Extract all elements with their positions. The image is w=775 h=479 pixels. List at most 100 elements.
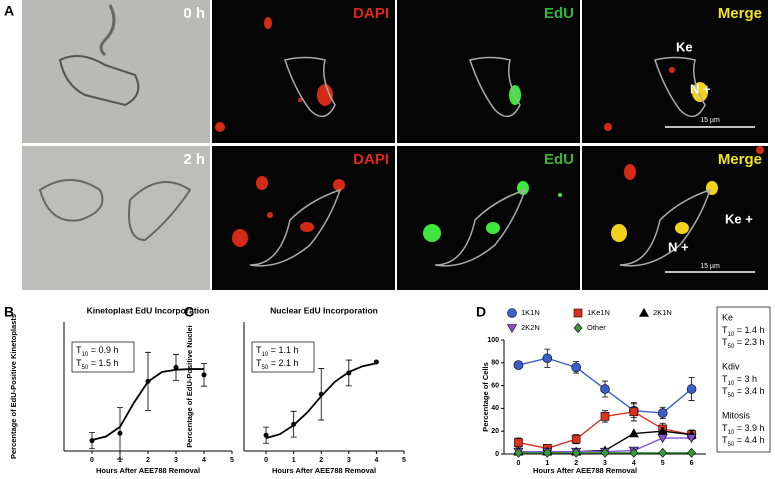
brightfield-image xyxy=(22,146,210,290)
marker xyxy=(658,447,668,458)
x-axis-label: Hours After AEE788 Removal xyxy=(272,466,376,475)
chart: C Nuclear EdU Incorporation Hours After AE… xyxy=(184,304,406,475)
x-tick-label: 2 xyxy=(574,460,578,467)
merge-label: N + xyxy=(690,81,711,96)
marker xyxy=(686,434,697,444)
symbol: T xyxy=(722,374,728,384)
panel-label: D xyxy=(476,304,486,320)
subscript: 50 xyxy=(82,365,89,371)
marker xyxy=(686,384,697,394)
x-tick-label: 5 xyxy=(402,457,406,464)
marker xyxy=(201,372,207,378)
marker xyxy=(600,447,610,458)
annotation-text: = 2.3 h xyxy=(734,337,764,347)
x-tick-label: 3 xyxy=(174,457,178,464)
marker xyxy=(571,434,581,444)
legend-label: 1Ke1N xyxy=(587,308,610,317)
annotation-text: = 1.5 h xyxy=(88,358,118,368)
subscript: 10 xyxy=(728,332,735,338)
marker xyxy=(571,447,581,458)
marker xyxy=(173,364,179,370)
marker xyxy=(628,428,639,438)
symbol: T xyxy=(722,435,728,445)
panel-label: C xyxy=(184,304,194,320)
annotation: T10 = 1.1 h xyxy=(256,345,298,357)
marker xyxy=(600,384,610,394)
x-axis-label: Hours After AEE788 Removal xyxy=(96,466,200,475)
y-tick-label: 40 xyxy=(491,405,499,412)
cell xyxy=(99,4,116,57)
annotation-box xyxy=(71,341,135,373)
symbol: T xyxy=(722,325,728,335)
symbol: T xyxy=(722,386,728,396)
channel-label: EdU xyxy=(544,5,574,22)
marker xyxy=(600,412,610,421)
y-tick-label: 100 xyxy=(487,337,499,344)
x-tick-label: 2 xyxy=(146,457,150,464)
annotation: T10 = 1.4 h xyxy=(722,325,764,337)
subscript: 10 xyxy=(82,352,89,358)
side-box xyxy=(716,306,771,453)
subscript: 50 xyxy=(728,393,735,399)
x-tick-label: 0 xyxy=(516,460,520,467)
scale-label: 15 µm xyxy=(700,117,720,124)
x-tick-label: 5 xyxy=(230,457,234,464)
symbol: T xyxy=(76,345,82,355)
subscript: 10 xyxy=(728,430,735,436)
y-axis-label: Percentage of Cells xyxy=(481,362,490,432)
chart: B Kinetoplast EdU Incorporation Hours Afte… xyxy=(4,304,234,475)
y-tick-label: 80 xyxy=(491,360,499,367)
marker xyxy=(373,359,379,365)
marker xyxy=(657,434,668,444)
side-box-title: Kdiv xyxy=(722,361,740,371)
channel-label: DAPI xyxy=(353,151,389,168)
subscript: 10 xyxy=(262,352,269,358)
annotation: T10 = 3.9 h xyxy=(722,423,764,435)
marker xyxy=(318,391,324,397)
x-tick-label: 0 xyxy=(264,457,268,464)
nuclei xyxy=(215,17,764,247)
annotation: T10 = 0.9 h xyxy=(76,345,118,357)
x-tick-label: 4 xyxy=(374,457,378,464)
cell xyxy=(128,181,192,242)
annotation: T50 = 2.3 h xyxy=(722,337,764,349)
symbol: T xyxy=(256,345,262,355)
x-tick-label: 1 xyxy=(545,460,549,467)
x-tick-label: 2 xyxy=(319,457,323,464)
channel-label: DAPI xyxy=(353,5,389,22)
merge-label: Ke + xyxy=(725,211,753,226)
marker xyxy=(542,353,553,364)
marker xyxy=(657,408,668,418)
marker xyxy=(573,308,583,318)
dapi-image xyxy=(212,0,395,143)
panel-label: A xyxy=(4,3,14,19)
marker xyxy=(514,438,523,447)
x-tick-label: 0 xyxy=(90,457,94,464)
marker xyxy=(638,307,650,317)
channel-label: Merge xyxy=(718,151,762,168)
marker xyxy=(145,378,151,384)
y-tick-label: 20 xyxy=(491,428,499,435)
marker xyxy=(542,447,552,458)
brightfield-image xyxy=(22,0,210,143)
x-tick-label: 1 xyxy=(118,457,122,464)
marker xyxy=(263,432,269,438)
symbol: T xyxy=(256,358,262,368)
legend-label: 2K1N xyxy=(653,308,672,317)
marker xyxy=(506,324,518,334)
merge-label: Ke xyxy=(676,39,693,54)
dapi-image xyxy=(212,146,395,290)
legend-label: Other xyxy=(587,323,606,332)
marker xyxy=(571,362,581,373)
marker xyxy=(507,308,517,318)
panel-label: B xyxy=(4,304,14,320)
x-tick-label: 3 xyxy=(347,457,351,464)
symbol: T xyxy=(722,423,728,433)
marker xyxy=(629,407,639,417)
x-axis-label: Hours After AEE788 Removal xyxy=(533,466,637,475)
marker xyxy=(89,438,95,444)
cell xyxy=(58,55,140,107)
legend-label: 2K2N xyxy=(521,323,540,332)
time-label: 0 h xyxy=(183,5,205,22)
